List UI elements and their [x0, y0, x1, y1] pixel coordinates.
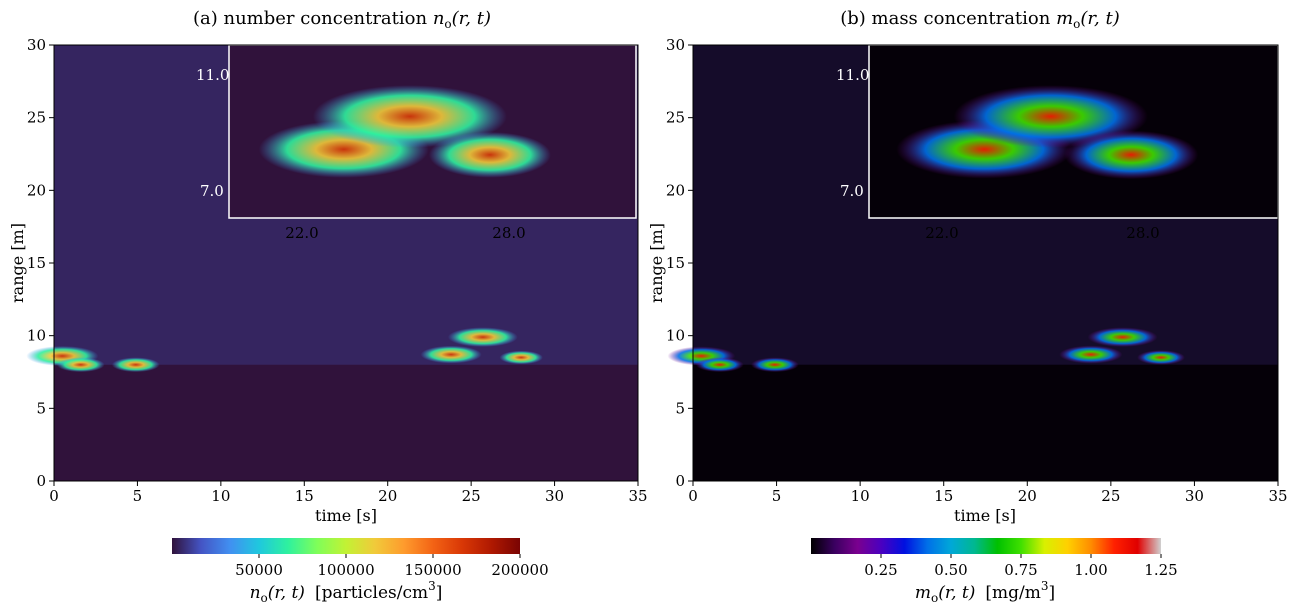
plume-mark — [56, 357, 105, 373]
y-tick-label: 25 — [666, 109, 685, 127]
x-tick-label: 35 — [628, 487, 647, 505]
x-tick-label: 5 — [772, 487, 782, 505]
plume-mark — [695, 357, 744, 373]
chart-title: (a) number concentration no(r, t) — [193, 8, 491, 31]
inset-ytick-label: 7.0 — [200, 182, 224, 200]
inset-xtick-label: 28.0 — [492, 224, 525, 242]
inset-xtick-label: 28.0 — [1126, 224, 1159, 242]
y-tick-label: 0 — [36, 472, 46, 490]
x-tick-label: 15 — [295, 487, 314, 505]
x-axis-label: time [s] — [954, 506, 1016, 525]
colorbar-label: mo(r, t) [mg/m3] — [915, 579, 1055, 605]
x-tick-label: 30 — [1185, 487, 1204, 505]
plume-mark — [1137, 350, 1185, 365]
inset-plume-mark — [1064, 130, 1199, 180]
colorbar-tick-label: 200000 — [491, 561, 548, 579]
inset-heatmap-layer — [896, 85, 1199, 180]
y-tick-label: 30 — [27, 36, 46, 54]
x-tick-label: 25 — [462, 487, 481, 505]
plume-mark — [420, 345, 482, 364]
colorbar-tick-label: 150000 — [404, 561, 461, 579]
axes: 0 5 10 15 20 25 30 35 0 5 10 15 20 25 30 — [27, 36, 648, 505]
y-tick-label: 5 — [675, 399, 685, 417]
colorbar-ticks: 50000 100000 150000 200000 — [235, 554, 549, 579]
x-tick-label: 0 — [688, 487, 698, 505]
axes: 0 5 10 15 20 25 30 35 0 5 10 15 20 25 30 — [666, 36, 1288, 505]
inset-ytick-label: 11.0 — [836, 66, 869, 84]
y-tick-label: 20 — [27, 181, 46, 199]
inset-ytick-label: 7.0 — [840, 182, 864, 200]
colorbar-tick-label: 0.75 — [1004, 561, 1037, 579]
y-tick-label: 15 — [27, 254, 46, 272]
colorbar-label: no(r, t) [particles/cm3] — [250, 579, 443, 605]
plume-mark — [499, 350, 543, 365]
x-tick-label: 30 — [545, 487, 564, 505]
y-tick-label: 10 — [666, 327, 685, 345]
inset-plume-mark — [428, 131, 551, 178]
y-tick-label: 25 — [27, 109, 46, 127]
inset-plume-mark — [953, 85, 1148, 148]
x-tick-label: 5 — [133, 487, 143, 505]
y-tick-label: 30 — [666, 36, 685, 54]
y-tick-label: 10 — [27, 327, 46, 345]
x-tick-label: 25 — [1101, 487, 1120, 505]
x-tick-label: 20 — [378, 487, 397, 505]
colorbar-tick-label: 50000 — [235, 561, 283, 579]
x-axis-label: time [s] — [315, 506, 377, 525]
colorbar-tick-label: 0.25 — [864, 561, 897, 579]
inset-xtick-label: 22.0 — [925, 224, 958, 242]
panel-mass-concentration: (b) mass concentration mo(r, t) 11.0 7.0… — [647, 8, 1288, 605]
inset-plume-mark — [312, 85, 507, 148]
colorbar-tick-label: 100000 — [317, 561, 374, 579]
y-tick-label: 15 — [666, 254, 685, 272]
colorbar-ticks: 0.25 0.50 0.75 1.00 1.25 — [864, 554, 1178, 579]
plume-mark — [1087, 327, 1158, 347]
colorbar-tick-label: 0.50 — [934, 561, 967, 579]
y-tick-label: 0 — [675, 472, 685, 490]
x-tick-label: 20 — [1018, 487, 1037, 505]
panel-number-concentration: (a) number concentration no(r, t) 11.0 7… — [8, 8, 648, 605]
y-tick-label: 20 — [666, 181, 685, 199]
chart-title: (b) mass concentration mo(r, t) — [840, 8, 1120, 31]
x-tick-label: 0 — [49, 487, 59, 505]
plume-mark — [447, 327, 518, 347]
y-axis-label: range [m] — [647, 223, 666, 303]
colorbar — [811, 538, 1161, 554]
colorbar-tick-label: 1.25 — [1144, 561, 1177, 579]
y-axis-label: range [m] — [8, 223, 27, 303]
colorbar-tick-label: 1.00 — [1074, 561, 1107, 579]
plume-mark — [751, 357, 799, 373]
inset-xtick-label: 22.0 — [285, 224, 318, 242]
x-tick-label: 15 — [934, 487, 953, 505]
x-tick-label: 10 — [211, 487, 230, 505]
inset-heatmap-layer — [258, 85, 551, 178]
colorbar — [172, 538, 520, 554]
plume-mark — [111, 357, 160, 373]
plume-mark — [1059, 345, 1123, 364]
x-tick-label: 35 — [1268, 487, 1287, 505]
x-tick-label: 10 — [851, 487, 870, 505]
y-tick-label: 5 — [36, 399, 46, 417]
inset-ytick-label: 11.0 — [196, 66, 229, 84]
